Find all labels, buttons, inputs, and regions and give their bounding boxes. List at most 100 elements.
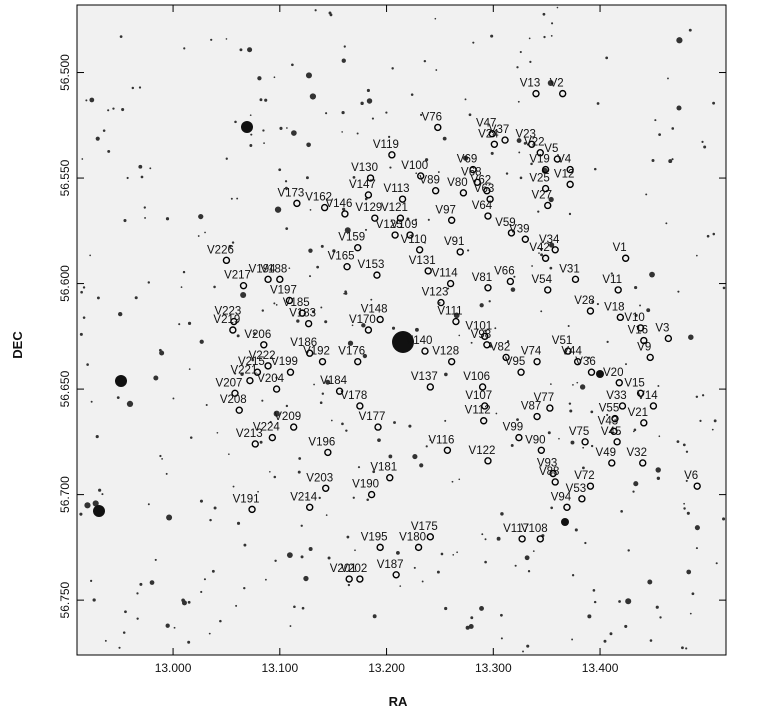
variable-star [518,535,526,543]
background-star [351,324,354,327]
variable-star [611,414,619,423]
background-star [285,227,289,230]
background-star [263,142,265,145]
background-star [424,242,426,244]
variable-star [415,246,424,254]
background-star [654,119,657,122]
background-star [712,232,716,236]
variable-star [356,402,364,410]
background-star [590,444,594,448]
background-star [273,76,276,79]
background-star [325,379,331,385]
background-star [89,97,95,103]
background-star [118,646,121,649]
background-star [352,496,355,499]
variable-star [286,368,295,376]
background-star [181,598,185,603]
star-label: V208 [220,394,247,406]
background-star [269,420,272,424]
star-label: V34 [539,234,560,246]
star-label: V119 [373,139,399,151]
background-star [124,610,127,614]
background-star [531,265,533,267]
star-label: V209 [274,411,301,423]
star-label: V204 [257,373,284,385]
star-label: V101 [465,320,492,332]
star-label: V19 [529,154,549,166]
x-tick-label: 13.300 [475,661,512,675]
variable-star [364,326,373,334]
y-tick-label: 56.500 [58,54,72,91]
background-star [274,559,277,562]
x-tick-label: 13.400 [582,661,619,675]
background-star [505,172,509,175]
background-star [542,12,546,16]
background-star [665,222,668,225]
star-label: V66 [494,265,514,277]
variable-star [235,406,243,414]
background-star [240,372,244,376]
background-star [149,580,155,585]
variable-star [549,469,557,478]
background-star [200,590,203,594]
star-label: V226 [207,244,234,256]
background-star [341,422,344,426]
variable-star [533,412,541,421]
background-star [685,479,688,482]
background-star [500,637,503,640]
background-star [121,107,125,112]
star-label: V43 [598,415,618,427]
background-star [649,639,653,642]
background-star [543,35,546,39]
background-star [625,598,632,605]
variable-star [230,317,238,326]
variable-star [231,389,239,398]
variable-star [320,203,329,212]
background-star [389,166,392,169]
background-star [230,197,233,200]
star-label: V24 [478,128,499,140]
background-star [275,304,278,306]
background-star [494,327,497,330]
background-star [96,296,100,300]
background-star [199,339,204,344]
star-label: V206 [244,329,271,341]
background-star [98,488,102,492]
variable-star [396,214,405,222]
background-star [547,431,551,435]
star-label: V201 [330,563,357,575]
background-star [298,457,302,460]
background-star [453,312,460,319]
star-label: V10 [624,312,644,324]
variable-star [544,201,552,210]
background-star [264,578,267,581]
background-star [309,209,312,211]
background-star [393,421,396,424]
background-star [345,429,348,432]
variable-star [239,281,248,290]
background-star [165,623,170,628]
star-label: V33 [606,390,626,402]
background-star [667,77,669,80]
x-tick-label: 13.000 [155,661,192,675]
background-star [634,313,638,317]
star-label: V129 [355,202,382,214]
background-star [522,650,524,653]
star-label: V196 [308,436,335,448]
background-star [530,162,533,166]
background-star [279,126,283,130]
background-star [603,639,607,643]
star-label: V195 [361,531,388,543]
background-star [85,99,88,102]
star-label: V116 [428,434,454,446]
background-star [316,265,320,269]
background-star [79,332,83,336]
background-star [313,383,315,386]
background-star [590,410,594,414]
variable-star [285,296,294,305]
background-star [95,435,99,439]
background-star [516,66,519,69]
background-star [682,443,686,447]
star-label: V215 [238,356,265,368]
variable-star [517,368,525,376]
